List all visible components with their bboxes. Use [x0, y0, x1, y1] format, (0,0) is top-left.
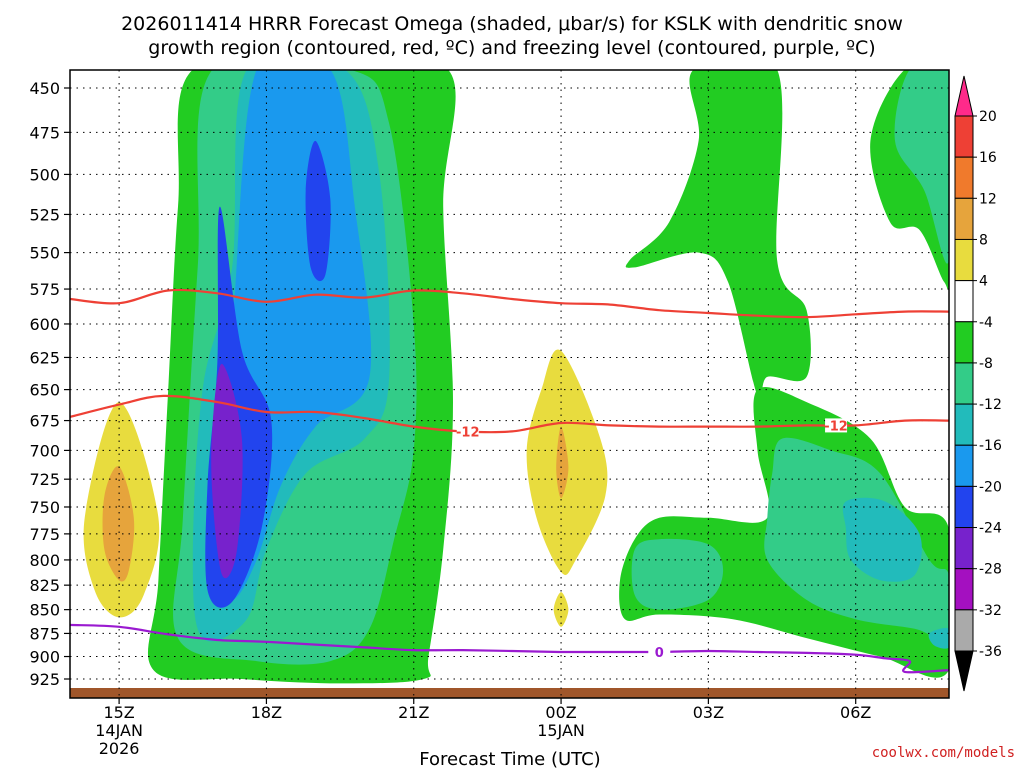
- contour-lines: [70, 288, 949, 674]
- y-tick-label-450: 450: [29, 79, 60, 98]
- x-tick-label-15Z: 15Z: [103, 703, 134, 722]
- y-tick-label-875: 875: [29, 624, 60, 643]
- colorbar-label-11: -28: [979, 562, 1002, 578]
- colorbar-label-0: 20: [979, 109, 997, 125]
- y-tick-label-725: 725: [29, 470, 60, 489]
- x-tick-label-03Z: 03Z: [693, 703, 724, 722]
- contour-label-zero: 0: [655, 646, 664, 661]
- colorbar: 20 16 12 8 4 -4 -8 -12 -16 -20 -24 -28 -32 -36: [954, 75, 1002, 692]
- x-tick-sublabel-00Z: 15JAN: [537, 721, 585, 740]
- contour-dgz_minus12: [70, 394, 949, 434]
- y-tick-label-900: 900: [29, 648, 60, 667]
- colorbar-segment-10: [954, 527, 974, 570]
- colorbar-label-2: 12: [979, 191, 997, 207]
- plot-frame: [69, 69, 950, 699]
- omega-region-12: [625, 70, 811, 401]
- x-tick-label-00Z: 00Z: [545, 703, 576, 722]
- omega-region-6: [211, 363, 243, 579]
- colorbar-label-8: -16: [979, 438, 1002, 454]
- colorbar-segment-6: [954, 362, 974, 405]
- colorbar-top-triangle: [954, 75, 974, 117]
- colorbar-label-5: -4: [979, 315, 993, 331]
- colorbar-bottom-triangle: [954, 650, 974, 692]
- y-tick-label-925: 925: [29, 670, 60, 689]
- y-tick-label-700: 700: [29, 441, 60, 460]
- y-tick-label-475: 475: [29, 123, 60, 142]
- contour-label-minus12-b: -12: [824, 419, 848, 434]
- colorbar-segment-8: [954, 444, 974, 487]
- y-tick-label-600: 600: [29, 315, 60, 334]
- y-tick-label-650: 650: [29, 381, 60, 400]
- omega-region-19: [928, 628, 949, 649]
- colorbar-segment-2: [954, 197, 974, 240]
- y-tick-label-775: 775: [29, 525, 60, 544]
- omega-region-10: [556, 426, 569, 499]
- x-tick-sublabel2-15Z: 2026: [99, 739, 140, 758]
- colorbar-segment-12: [954, 609, 974, 652]
- contour-label-bg-minus12-a: [456, 424, 479, 439]
- y-tick-label-800: 800: [29, 551, 60, 570]
- y-tick-label-825: 825: [29, 576, 60, 595]
- y-tick-label-525: 525: [29, 205, 60, 224]
- omega-region-8: [102, 466, 135, 582]
- colorbar-label-9: -20: [979, 479, 1002, 495]
- contour-labels: -12 -12 0: [456, 418, 848, 661]
- y-axis: 450 475 500 525 550 575 600 625 650 675 700 725 750 7…: [29, 79, 70, 689]
- grid-lines: [70, 70, 949, 698]
- x-tick-label-21Z: 21Z: [398, 703, 429, 722]
- omega-region-14: [894, 70, 949, 264]
- terrain-strip: [70, 688, 949, 698]
- omega-region-18: [842, 497, 922, 582]
- contour-dgz_upper: [70, 288, 949, 319]
- colorbar-segment-7: [954, 403, 974, 446]
- contour-freezing_level: [70, 623, 949, 674]
- omega-region-17: [631, 538, 724, 610]
- y-tick-label-550: 550: [29, 244, 60, 263]
- colorbar-segment-4: [954, 280, 974, 323]
- colorbar-label-6: -8: [979, 356, 993, 372]
- colorbar-segment-1: [954, 156, 974, 199]
- colorbar-segment-3: [954, 238, 974, 282]
- y-tick-label-500: 500: [29, 165, 60, 184]
- colorbar-label-4: 4: [979, 274, 988, 290]
- contour-label-minus12-a: -12: [456, 425, 480, 440]
- colorbar-label-12: -32: [979, 603, 1002, 619]
- y-tick-label-575: 575: [29, 280, 60, 299]
- omega-region-5: [305, 140, 331, 282]
- credit-text: coolwx.com/models: [872, 745, 1015, 761]
- contour-label-bg-zero: [648, 644, 671, 659]
- x-tick-label-06Z: 06Z: [840, 703, 871, 722]
- colorbar-label-13: -36: [979, 644, 1002, 660]
- colorbar-label-10: -24: [979, 521, 1002, 537]
- chart-title-line2: growth region (contoured, red, ºC) and f…: [148, 37, 875, 59]
- colorbar-label-3: 8: [979, 232, 988, 248]
- colorbar-segment-11: [954, 568, 974, 611]
- omega-shaded-regions: [83, 70, 949, 684]
- colorbar-segment-5: [954, 321, 974, 364]
- colorbar-segment-9: [954, 485, 974, 529]
- x-tick-label-18Z: 18Z: [251, 703, 282, 722]
- colorbar-label-1: 16: [979, 150, 997, 166]
- contour-label-bg-minus12-b: [825, 418, 848, 433]
- x-axis-label: Forecast Time (UTC): [419, 749, 600, 768]
- y-tick-label-750: 750: [29, 498, 60, 517]
- y-tick-label-675: 675: [29, 412, 60, 431]
- x-tick-sublabel-15Z: 14JAN: [95, 721, 143, 740]
- y-tick-label-850: 850: [29, 601, 60, 620]
- omega-region-11: [553, 592, 569, 627]
- colorbar-label-7: -12: [979, 397, 1002, 413]
- y-tick-label-625: 625: [29, 348, 60, 367]
- chart-title-line1: 2026011414 HRRR Forecast Omega (shaded, …: [121, 13, 903, 35]
- colorbar-segment-0: [954, 115, 974, 158]
